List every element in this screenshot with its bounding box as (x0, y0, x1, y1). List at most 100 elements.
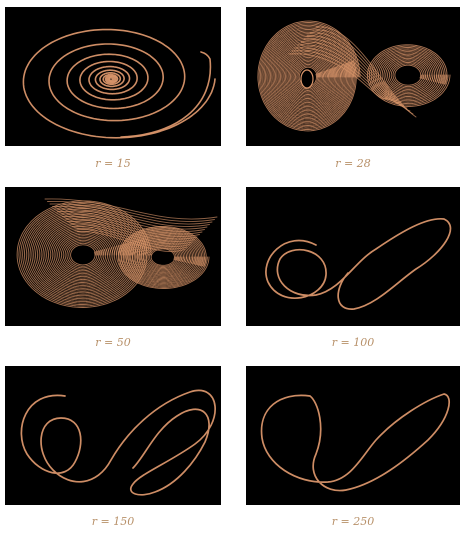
r50-bridge (77, 231, 185, 252)
r28-bridge (288, 53, 390, 100)
r28-left-loop (259, 23, 358, 129)
plot-r150-curve (20, 389, 216, 496)
r28-left-loop (261, 24, 357, 128)
r28-bridge (294, 47, 396, 101)
r28-left-loop (286, 52, 331, 101)
caption-r250: r = 250 (331, 515, 375, 528)
r50-right-loop (132, 235, 195, 280)
r50-bridge (64, 218, 198, 240)
r50-left-loop (64, 239, 102, 270)
r50-right-loop (127, 232, 200, 283)
r28-left-loop (291, 58, 326, 95)
r28-left-loop (285, 51, 332, 102)
r150-cycle (20, 389, 216, 496)
r28-bridge (291, 50, 393, 100)
plot-r50-curve (16, 198, 218, 308)
r28-left-loop (258, 22, 360, 130)
r50-left-loop (18, 201, 150, 307)
r50-right-loop (130, 234, 197, 281)
r28-left-loop (296, 63, 321, 90)
plot-r100-curve (265, 218, 452, 310)
r28-right-loop (388, 60, 428, 90)
r15-core (108, 75, 118, 83)
r50-bridge (69, 223, 193, 245)
plot-r28 (246, 7, 460, 146)
r50-left-loop (46, 224, 121, 285)
r28-left-loop (295, 62, 322, 91)
r50-bridge (67, 221, 195, 242)
r28-left-loop (272, 37, 345, 116)
r28-left-loop (288, 55, 328, 98)
r28-left-loop (264, 29, 353, 124)
r50-bridge (72, 226, 190, 247)
plot-r15 (5, 7, 221, 146)
r50-left-loop (68, 242, 99, 267)
r28-right-loop (368, 45, 449, 106)
r50-left-loop (20, 203, 148, 305)
r28-left-loop (298, 66, 318, 87)
r28-right-loop (378, 52, 440, 99)
r28-left-loop (277, 42, 340, 110)
plot-r150 (5, 366, 221, 505)
r50-left-loop (36, 217, 131, 292)
r50-left-loop (40, 220, 127, 289)
r50-bridge (59, 213, 203, 235)
r28-right-loop (383, 56, 434, 95)
r28-left-loop (292, 59, 325, 94)
r28-left-loop (273, 38, 344, 114)
r28-right-loop (387, 59, 430, 92)
r50-bridge (52, 206, 210, 227)
r28-left-loop (290, 56, 327, 97)
caption-r28: r = 28 (335, 157, 371, 170)
r50-right-loop (142, 243, 184, 272)
r50-right-loop (125, 231, 202, 284)
r50-left-loop (42, 221, 125, 288)
r28-bridge (297, 44, 399, 102)
r50-left-loop (53, 230, 114, 279)
r50-bridge (74, 228, 188, 250)
r28-left-loop (280, 45, 338, 108)
r28-left-loop (267, 31, 351, 121)
caption-r15: r = 15 (95, 157, 131, 170)
r50-right-loop (133, 236, 194, 278)
r50-left-loop (51, 229, 116, 281)
r28-left-loop (257, 20, 361, 132)
r28-left-loop (293, 61, 323, 93)
r28-left-loop (269, 34, 348, 118)
r250-cycle (260, 393, 450, 492)
r50-left-loop (60, 236, 106, 273)
r28-left-center (300, 69, 314, 89)
r50-right-loop (144, 244, 183, 271)
r50-right-loop (119, 227, 208, 288)
r50-left-loop (24, 206, 144, 303)
r28-left-loop (271, 35, 347, 117)
caption-r150: r = 150 (91, 515, 135, 528)
r28-left-loop (297, 65, 319, 89)
r28-right-loop (392, 63, 424, 88)
plot-r250 (246, 366, 460, 505)
r50-bridge (62, 216, 200, 237)
r15-spiral (22, 28, 216, 139)
r28-right-loop (390, 62, 426, 89)
plot-r28-curve (257, 20, 451, 132)
r50-bridge (49, 203, 213, 225)
caption-r50: r = 50 (95, 336, 131, 349)
r50-right-loop (136, 238, 191, 276)
r50-right-loop (149, 247, 178, 267)
r28-right-loop (385, 57, 432, 93)
r28-left-loop (283, 49, 334, 104)
r50-bridge (57, 211, 205, 232)
r28-right-loop (370, 47, 447, 105)
caption-r100: r = 100 (331, 336, 375, 349)
r50-left-loop (35, 215, 133, 294)
r50-bridge (44, 198, 218, 220)
r50-left-loop (55, 232, 112, 278)
r28-left-loop (266, 30, 352, 122)
r28-left-loop (278, 44, 339, 109)
plot-r250-curve (260, 393, 450, 492)
plot-r50 (5, 187, 221, 326)
r50-bridge (47, 201, 215, 222)
r28-right-loop (379, 53, 438, 97)
r28-left-loop (263, 27, 354, 125)
r28-bridge (300, 41, 402, 104)
